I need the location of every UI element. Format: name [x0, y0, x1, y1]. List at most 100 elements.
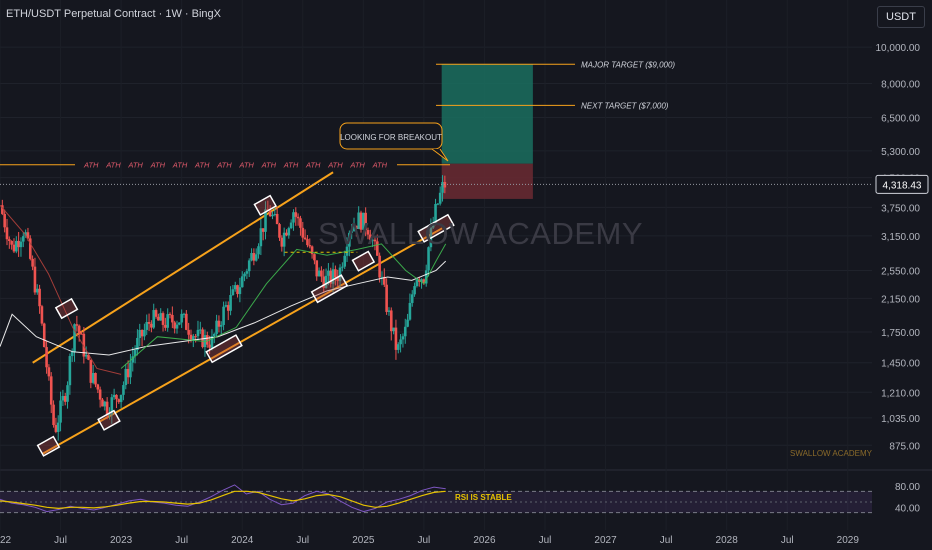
ath-label: ATH	[305, 161, 321, 170]
currency-button[interactable]: USDT	[877, 6, 925, 28]
candle-body	[68, 356, 72, 386]
moving-average-red	[0, 204, 122, 375]
candle-body	[348, 232, 351, 247]
candle-body	[210, 336, 214, 348]
candle-body	[313, 254, 316, 261]
candle-body	[434, 203, 437, 223]
candle-body	[278, 224, 281, 238]
candle-body	[42, 323, 46, 348]
candle-body	[257, 246, 260, 255]
candle-body	[217, 320, 221, 327]
candle-body	[289, 222, 293, 229]
candle-body	[138, 329, 142, 338]
take-profit-zone	[441, 64, 533, 164]
candle-body	[233, 285, 237, 290]
candle-body	[317, 270, 321, 277]
candle-body	[315, 260, 319, 277]
candle-body	[392, 327, 395, 332]
candle-body	[208, 344, 211, 348]
rsi-note: RSI IS STABLE	[455, 493, 512, 502]
candle-body	[308, 245, 312, 247]
candle-body	[112, 394, 116, 398]
candle-body	[240, 276, 244, 288]
candle-body	[271, 214, 274, 217]
ath-label: ATH	[83, 161, 99, 170]
candle-body	[143, 329, 146, 337]
major-target-label: MAJOR TARGET ($9,000)	[581, 60, 675, 69]
candle-body	[54, 425, 58, 432]
candle-body	[105, 401, 109, 416]
candle-body	[247, 260, 251, 272]
candle-body	[201, 329, 204, 348]
rsi-tick-label: 80.00	[895, 482, 920, 493]
candle-body	[115, 394, 118, 400]
candle-body	[157, 316, 160, 321]
candle-body	[306, 239, 309, 246]
candle-body	[31, 258, 34, 267]
candle-body	[168, 314, 172, 316]
candle-body	[96, 384, 100, 390]
candle-body	[1, 205, 4, 214]
candle-body	[222, 306, 225, 325]
candle-body	[40, 306, 44, 324]
candle-body	[84, 354, 88, 357]
candle-body	[145, 322, 149, 330]
channel-upper-line	[32, 171, 334, 364]
y-tick-label: 6,500.00	[881, 114, 920, 125]
candle-body	[117, 399, 121, 403]
y-tick-label: 1,035.00	[881, 414, 920, 425]
candle-body	[182, 313, 186, 315]
touch-highlight-box	[310, 274, 349, 304]
y-tick-label: 1,750.00	[881, 328, 920, 339]
touch-highlight-box	[205, 334, 243, 364]
candle-body	[380, 276, 384, 278]
touch-highlight-box	[36, 435, 61, 457]
x-tick-label: Jul	[175, 535, 188, 546]
candle-body	[77, 325, 81, 334]
candle-body	[301, 227, 305, 238]
candle-body	[243, 273, 246, 277]
y-tick-label: 5,300.00	[881, 147, 920, 158]
touch-highlight-box	[351, 250, 376, 272]
candle-body	[420, 279, 423, 282]
x-tick-label: 2024	[231, 535, 254, 546]
candle-body	[124, 368, 128, 386]
candle-body	[164, 324, 167, 328]
y-tick-label: 10,000.00	[876, 43, 921, 54]
touch-highlight-box	[54, 297, 79, 320]
candle-body	[296, 216, 300, 219]
candle-body	[171, 314, 174, 323]
candle-body	[364, 212, 367, 231]
candle-body	[131, 356, 135, 363]
rsi-tick-label: 40.00	[895, 503, 920, 514]
candle-body	[159, 313, 163, 321]
ath-label: ATH	[283, 161, 299, 170]
ath-label: ATH	[216, 161, 232, 170]
candle-body	[119, 394, 123, 403]
candle-body	[59, 400, 62, 423]
candle-body	[322, 276, 326, 288]
candle-body	[17, 240, 20, 248]
candle-body	[385, 284, 388, 312]
candle-body	[259, 228, 263, 247]
candle-body	[336, 277, 340, 282]
candle-body	[56, 422, 60, 432]
candle-body	[378, 255, 381, 278]
candle-body	[108, 414, 111, 416]
candle-body	[45, 347, 48, 368]
candle-body	[26, 232, 30, 239]
candle-body	[303, 237, 307, 240]
candle-body	[198, 329, 202, 331]
candle-body	[166, 314, 169, 328]
candle-body	[341, 266, 344, 268]
touch-highlight-box	[97, 409, 121, 431]
candle-body	[73, 324, 76, 352]
y-tick-label: 3,750.00	[881, 203, 920, 214]
candle-body	[350, 230, 353, 233]
candle-body	[63, 396, 67, 402]
candle-body	[366, 230, 370, 235]
ath-label: ATH	[194, 161, 210, 170]
y-tick-label: 2,550.00	[881, 266, 920, 277]
breakout-callout-box	[339, 122, 443, 150]
